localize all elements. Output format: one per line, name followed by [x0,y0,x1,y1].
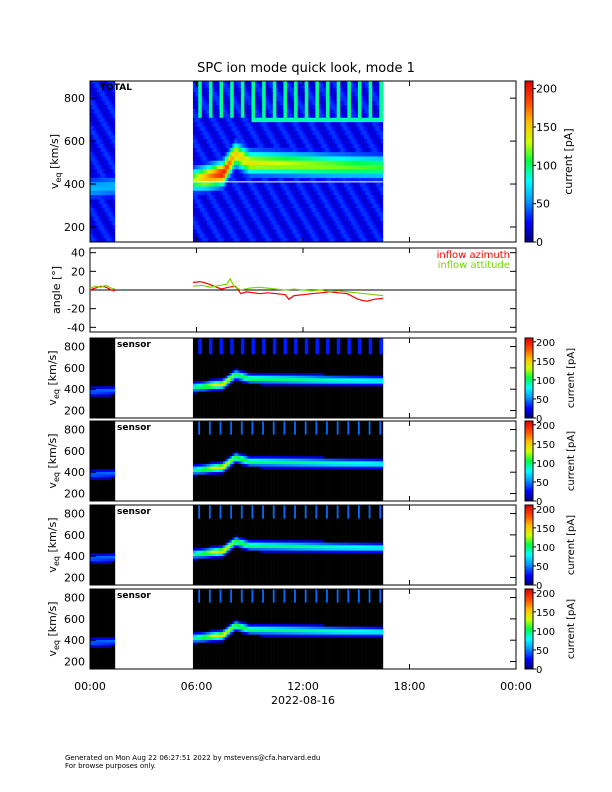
footer-browse-line: For browse purposes only. [65,762,156,770]
cbar-tick-label-sensor-4-100: 100 [536,627,555,638]
cbar-tick-label-sensor-3-100: 100 [536,543,555,554]
angle-ytick-label-40: 40 [71,247,85,260]
cbar-tick-label-sensor-3-50: 50 [536,562,549,573]
ytick-label-sensor-2-800: 800 [64,424,85,437]
cbar-tick-label-sensor-2-50: 50 [536,478,549,489]
ytick-label-sensor-4-800: 800 [64,592,85,605]
colorbar-sensor-3 [524,504,534,586]
cbar-tick-label-sensor-1-100: 100 [536,376,555,387]
colorbar-label-sensor-1: current [pA] [566,348,577,408]
ylabel-sensor-4: veq [km/s] [46,601,61,656]
spectrogram-total [90,81,384,243]
series-line-inflow-attitude-1 [192,277,383,297]
cbar-tick-label-total-150: 150 [536,121,557,134]
ytick-label-sensor-1-600: 600 [64,362,85,375]
ytick-label-sensor-1-200: 200 [64,405,85,418]
cbar-tick-label-sensor-2-100: 100 [536,459,555,470]
ytick-label-total-200: 200 [64,221,85,234]
xaxis-date-label: 2022-08-16 [271,694,335,707]
spectrogram-sensor-2 [90,421,384,502]
ytick-label-sensor-2-400: 400 [64,466,85,479]
cbar-tick-label-sensor-3-150: 150 [536,524,555,535]
ytick-label-sensor-1-800: 800 [64,341,85,354]
panel-label-sensor-4: sensor [117,591,151,601]
colorbar-label-sensor-3: current [pA] [566,515,577,575]
panel-label-sensor-2: sensor [117,423,151,433]
ytick-label-sensor-4-600: 600 [64,613,85,626]
ytick-label-sensor-1-400: 400 [64,383,85,396]
cbar-tick-label-sensor-2-0: 0 [536,497,542,508]
spectrogram-sensor-1 [90,338,384,419]
colorbar-label-sensor-2: current [pA] [566,431,577,491]
cbar-tick-label-sensor-4-200: 200 [536,589,555,600]
cbar-tick-label-sensor-4-150: 150 [536,608,555,619]
ytick-label-total-600: 600 [64,135,85,148]
ytick-label-sensor-3-800: 800 [64,508,85,521]
ytick-label-sensor-3-200: 200 [64,572,85,585]
colorbar-label-total: current [pA] [562,128,575,194]
colorbar-sensor-1 [524,337,534,419]
cbar-tick-label-sensor-1-150: 150 [536,357,555,368]
series-line-inflow-attitude-0 [89,284,115,290]
cbar-tick-label-sensor-3-200: 200 [536,505,555,516]
spectrogram-sensor-3 [90,505,384,586]
cbar-tick-label-sensor-4-50: 50 [536,646,549,657]
cbar-tick-label-total-0: 0 [536,236,543,249]
footer: Generated on Mon Aug 22 06:27:51 2022 by… [65,754,320,770]
cbar-tick-label-total-200: 200 [536,83,557,96]
angle-ytick-label-0: 0 [78,284,85,297]
angle-ytick-label-20: 20 [71,265,85,278]
xtick-label-0: 00:00 [74,680,106,693]
ytick-label-total-400: 400 [64,178,85,191]
cbar-tick-label-sensor-2-200: 200 [536,421,555,432]
panel-label-sensor-3: sensor [117,507,151,517]
colorbar-sensor-2 [524,420,534,502]
angle-ytick-label--40: -40 [67,321,85,334]
angle-ytick-label--20: -20 [67,303,85,316]
ytick-label-sensor-4-200: 200 [64,656,85,669]
xtick-label-1: 06:00 [181,680,213,693]
cbar-tick-label-sensor-4-0: 0 [536,665,542,676]
footer-generated-line: Generated on Mon Aug 22 06:27:51 2022 by… [65,754,321,762]
xtick-label-4: 00:00 [500,680,532,693]
ytick-label-sensor-3-400: 400 [64,550,85,563]
series-line-inflow-azimuth-1 [192,280,383,302]
cbar-tick-label-sensor-1-200: 200 [536,338,555,349]
cbar-tick-label-sensor-1-0: 0 [536,414,542,425]
xtick-label-3: 18:00 [394,680,426,693]
panel-label-total: TOTAL [100,83,132,93]
ylabel-total: veq [km/s] [48,134,63,189]
ylabel-sensor-3: veq [km/s] [46,517,61,572]
spectrogram-sensor-4 [90,589,384,670]
ylabel-sensor-1: veq [km/s] [46,350,61,405]
ytick-label-sensor-2-600: 600 [64,445,85,458]
cbar-tick-label-total-50: 50 [536,198,550,211]
panel-label-sensor-1: sensor [117,340,151,350]
ytick-label-sensor-3-600: 600 [64,529,85,542]
colorbar-total [524,80,534,243]
cbar-tick-label-total-100: 100 [536,159,557,172]
legend-inflow-azimuth: inflow azimuth [437,250,510,261]
xtick-label-2: 12:00 [287,680,319,693]
colorbar-label-sensor-4: current [pA] [566,599,577,659]
cbar-tick-label-sensor-1-50: 50 [536,395,549,406]
panel-total: 200 400 600 800 veq [km/s] TOTAL 0 50 100 150 200 c… [48,80,575,249]
chart-title: SPC ion mode quick look, mode 1 [197,61,415,76]
ylabel-sensor-2: veq [km/s] [46,433,61,488]
cbar-tick-label-sensor-3-0: 0 [536,581,542,592]
ytick-label-sensor-2-200: 200 [64,488,85,501]
ytick-label-total-800: 800 [64,92,85,105]
legend-inflow-attitude: inflow attitude [438,260,510,271]
colorbar-sensor-4 [524,588,534,670]
ytick-label-sensor-4-400: 400 [64,634,85,647]
cbar-tick-label-sensor-2-150: 150 [536,440,555,451]
angle-ylabel: angle [°] [50,266,63,314]
